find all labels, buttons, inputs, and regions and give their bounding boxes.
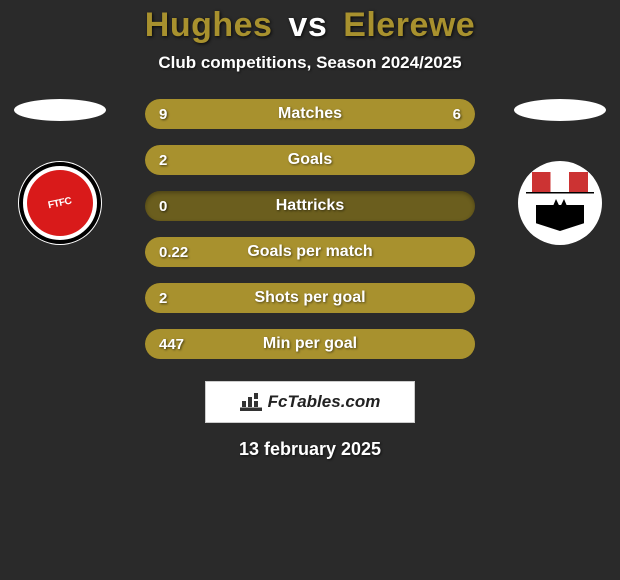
- stat-label: Goals: [145, 145, 475, 175]
- brand-chart-icon: [240, 393, 262, 411]
- stat-label: Shots per goal: [145, 283, 475, 313]
- player1-marker: [14, 99, 106, 121]
- stat-value-left: 2: [145, 283, 181, 313]
- stat-value-left: 0.22: [145, 237, 202, 267]
- comparison-card: Hughes vs Elerewe Club competitions, Sea…: [0, 0, 620, 580]
- stat-bar: Min per goal447: [145, 329, 475, 359]
- stat-value-right: [447, 145, 475, 175]
- stat-value-right: [447, 191, 475, 221]
- title-player1: Hughes: [145, 6, 273, 44]
- stat-bar: Shots per goal2: [145, 283, 475, 313]
- stat-bar: Hattricks0: [145, 191, 475, 221]
- stat-label: Hattricks: [145, 191, 475, 221]
- page-title: Hughes vs Elerewe: [145, 6, 475, 45]
- stats-column: Matches96Goals2Hattricks0Goals per match…: [110, 99, 510, 460]
- main-row: FTFC Matches96Goals2Hattricks0Goals per …: [0, 99, 620, 460]
- stat-label: Matches: [145, 99, 475, 129]
- brand-badge[interactable]: FcTables.com: [205, 381, 415, 423]
- stat-value-left: 9: [145, 99, 181, 129]
- player2-column: [510, 99, 610, 245]
- stat-bar: Matches9 6: [145, 99, 475, 129]
- player1-column: FTFC: [10, 99, 110, 245]
- brand-text: FcTables.com: [268, 392, 381, 412]
- club-crest-icon: FTFC: [27, 170, 93, 236]
- player2-marker: [514, 99, 606, 121]
- club-crest-icon: [526, 169, 594, 237]
- stat-value-left: 447: [145, 329, 198, 359]
- subtitle: Club competitions, Season 2024/2025: [158, 53, 461, 73]
- stat-value-right: [447, 283, 475, 313]
- stat-value-right: 6: [439, 99, 475, 129]
- stat-bar: Goals per match0.22: [145, 237, 475, 267]
- player1-club-badge: FTFC: [18, 161, 102, 245]
- stat-value-left: 2: [145, 145, 181, 175]
- title-vs: vs: [288, 6, 327, 44]
- club-crest-text: FTFC: [47, 195, 72, 211]
- footer-date: 13 february 2025: [239, 439, 381, 460]
- stat-value-left: 0: [145, 191, 181, 221]
- stat-value-right: [447, 329, 475, 359]
- stat-value-right: [447, 237, 475, 267]
- player2-club-badge: [518, 161, 602, 245]
- title-player2: Elerewe: [343, 6, 475, 44]
- stat-bar: Goals2: [145, 145, 475, 175]
